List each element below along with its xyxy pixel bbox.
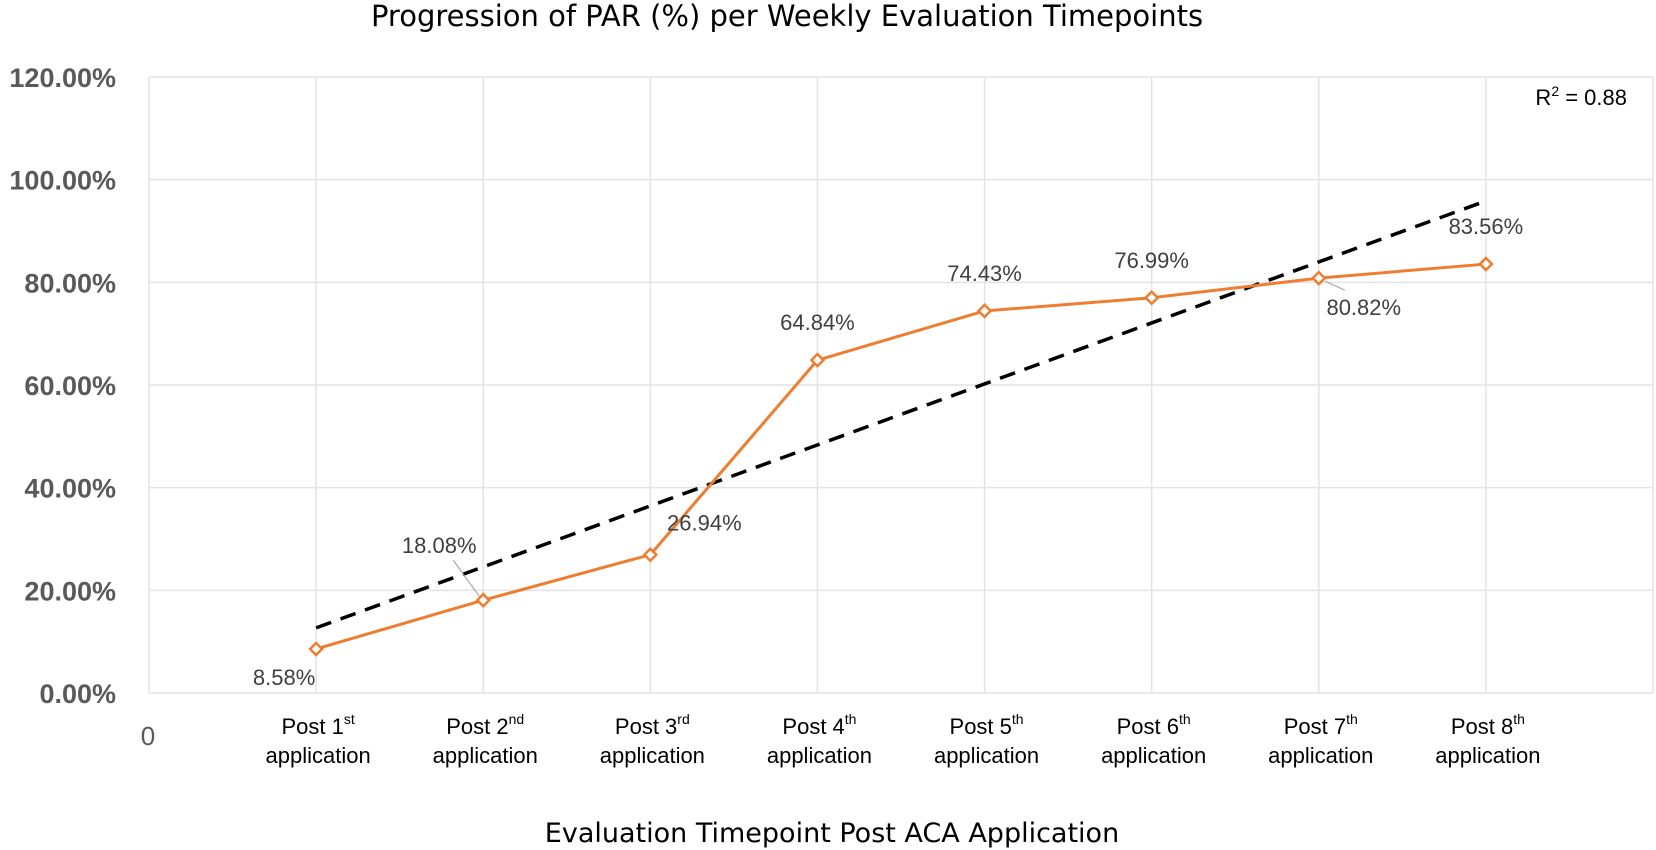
data-point-marker [475, 592, 491, 608]
chart-title: Progression of PAR (%) per Weekly Evalua… [371, 0, 1203, 33]
data-label: 83.56% [1449, 214, 1524, 239]
x-tick-label: Post 7th [1284, 711, 1358, 739]
y-tick-label: 80.00% [24, 268, 116, 298]
x-tick-label-line2: application [934, 743, 1039, 768]
x-origin-label: 0 [141, 721, 155, 751]
data-label: 8.58% [253, 665, 315, 690]
y-axis-ticks: 0.00% 20.00% 40.00% 60.00% 80.00% 100.00% 120.… [9, 63, 116, 709]
data-point-marker [809, 352, 826, 368]
x-tick-label: Post 2nd [446, 711, 524, 739]
x-tick-label-line2: application [266, 743, 371, 768]
horizontal-gridlines [149, 76, 1653, 694]
data-label: 64.84% [780, 310, 855, 335]
data-point-marker [1143, 290, 1160, 306]
data-point-marker [1478, 256, 1494, 272]
x-tick-label: Post 1st [281, 711, 354, 739]
data-label: 26.94% [667, 511, 742, 536]
x-tick-label: Post 3rd [615, 711, 690, 739]
x-tick-label-line2: application [1101, 743, 1206, 768]
data-label: 74.43% [947, 261, 1022, 286]
x-tick-label: Post 5th [950, 711, 1024, 739]
data-point-marker [976, 303, 993, 319]
series-markers [308, 256, 1494, 657]
x-tick-label: Post 4th [782, 711, 856, 739]
data-point-marker [1311, 270, 1327, 286]
data-label: 80.82% [1326, 295, 1401, 320]
x-tick-label-line2: application [600, 743, 705, 768]
leader-line [1324, 280, 1346, 291]
x-tick-label-line2: application [767, 743, 872, 768]
x-tick-label-line2: application [1268, 743, 1373, 768]
r-squared-label: R2 = 0.88 [1535, 83, 1627, 110]
x-tick-label-line2: application [1435, 743, 1540, 768]
y-tick-label: 100.00% [9, 166, 116, 196]
y-tick-label: 60.00% [24, 371, 116, 401]
data-labels: 8.58% 18.08% 26.94% 64.84% 74.43% 76.99% 80.82… [253, 214, 1523, 690]
data-point-marker [308, 641, 324, 657]
label-leader-lines [452, 280, 1346, 597]
data-label: 18.08% [402, 533, 477, 558]
data-label: 76.99% [1114, 248, 1189, 273]
y-tick-label: 120.00% [9, 63, 116, 93]
series-line-par [315, 262, 1487, 651]
y-tick-label: 20.00% [24, 576, 116, 606]
data-point-marker [642, 546, 659, 563]
x-axis-ticks: Post 1st application Post 2nd application Po… [266, 711, 1541, 768]
x-tick-label-line2: application [433, 743, 538, 768]
y-tick-label: 40.00% [24, 474, 116, 504]
x-tick-label: Post 6th [1117, 711, 1191, 739]
leader-line [452, 559, 480, 597]
x-axis-title: Evaluation Timepoint Post ACA Applicatio… [545, 818, 1119, 849]
y-tick-label: 0.00% [39, 679, 116, 709]
linear-trendline [315, 199, 1487, 630]
x-tick-label: Post 8th [1451, 711, 1525, 739]
